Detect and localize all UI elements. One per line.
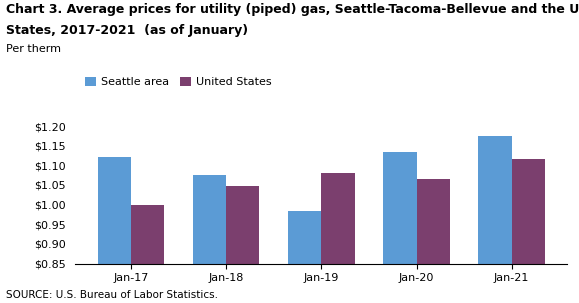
Legend: Seattle area, United States: Seattle area, United States (81, 73, 276, 92)
Bar (131, 205, 164, 303)
Text: Per therm: Per therm (6, 44, 61, 54)
Bar (321, 173, 355, 303)
Bar (478, 136, 512, 303)
Bar (193, 175, 226, 303)
Bar (98, 158, 131, 303)
Bar (512, 159, 545, 303)
Text: States, 2017-2021  (as of January): States, 2017-2021 (as of January) (6, 24, 248, 37)
Bar (226, 186, 259, 303)
Text: Chart 3. Average prices for utility (piped) gas, Seattle-Tacoma-Bellevue and the: Chart 3. Average prices for utility (pip… (6, 3, 579, 16)
Text: SOURCE: U.S. Bureau of Labor Statistics.: SOURCE: U.S. Bureau of Labor Statistics. (6, 290, 218, 300)
Bar (383, 152, 416, 303)
Bar (416, 179, 450, 303)
Bar (288, 211, 321, 303)
